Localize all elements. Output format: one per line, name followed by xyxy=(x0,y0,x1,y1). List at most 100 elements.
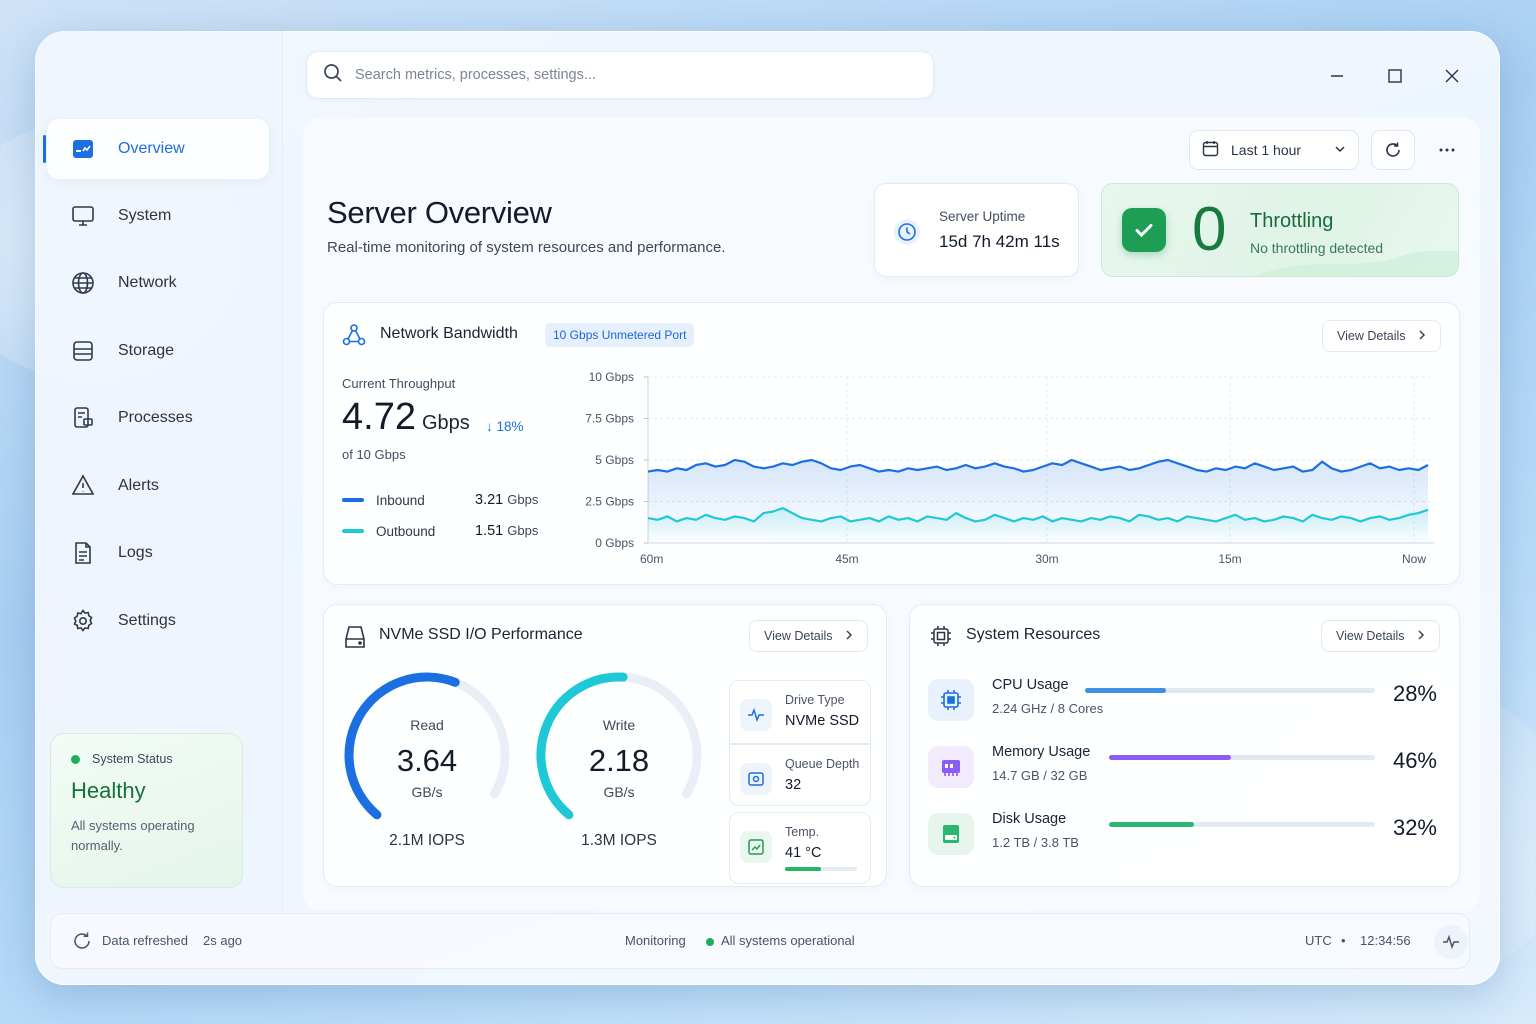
refresh-icon xyxy=(1386,142,1400,157)
disk-usage-row: Disk Usage 1.2 TB / 3.8 TB 32% xyxy=(928,809,1443,865)
cpu-usage-percent: 28% xyxy=(1392,681,1437,706)
write-value: 2.18 xyxy=(588,743,650,778)
disk-usage-bar xyxy=(1109,822,1375,827)
view-details-label: View Details xyxy=(764,629,833,643)
bell-icon xyxy=(71,474,95,498)
throughput-value: 4.72 xyxy=(342,396,416,438)
ssd-view-details-button[interactable]: View Details xyxy=(749,620,868,652)
cpu-usage-label: CPU Usage xyxy=(992,677,1069,693)
sidebar-item-logs[interactable]: Logs xyxy=(47,523,269,583)
view-details-label: View Details xyxy=(1337,329,1406,343)
sidebar-item-label: Storage xyxy=(118,342,175,359)
chevron-right-icon xyxy=(845,629,853,643)
read-unit: GB/s xyxy=(411,784,443,800)
dashboard-icon xyxy=(71,137,95,161)
inbound-value: 3.21 xyxy=(475,492,504,508)
maximize-button[interactable] xyxy=(1380,61,1410,91)
maximize-icon xyxy=(1388,69,1402,83)
status-dot xyxy=(71,754,80,764)
disk-icon xyxy=(928,813,974,855)
legend-outbound: Outbound 1.51 Gbps xyxy=(342,521,542,541)
drive-type-label: Drive Type xyxy=(785,693,845,707)
write-gauge xyxy=(536,672,702,820)
temperature-icon xyxy=(740,831,772,863)
resources-title: System Resources xyxy=(966,626,1101,643)
resources-view-details-button[interactable]: View Details xyxy=(1321,620,1440,652)
temperature-tile: Temp. 41 °C xyxy=(729,812,871,884)
x-tick-label: 30m xyxy=(1035,552,1058,566)
main-panel: Last 1 hour Server Overview Real-time mo… xyxy=(303,117,1480,911)
clock-icon xyxy=(893,218,921,251)
queue-icon xyxy=(740,763,772,795)
app-window: Overview System Network Storage Processe… xyxy=(35,31,1500,985)
status-footer: Data refreshed 2s ago Monitoring All sys… xyxy=(50,913,1470,969)
ssd-drive-icon xyxy=(344,625,366,654)
sidebar-item-alerts[interactable]: Alerts xyxy=(47,456,269,516)
more-options-button[interactable] xyxy=(1425,130,1469,170)
processes-icon xyxy=(71,406,95,430)
memory-usage-percent: 46% xyxy=(1392,748,1437,773)
activity-icon xyxy=(740,699,772,731)
chip-icon xyxy=(930,625,952,652)
network-nodes-icon xyxy=(342,323,366,352)
close-button[interactable] xyxy=(1437,61,1467,91)
outbound-value: 1.51 xyxy=(475,523,504,539)
sidebar-item-label: Logs xyxy=(118,544,153,561)
temperature-bar xyxy=(785,867,857,871)
outbound-label: Outbound xyxy=(376,523,436,539)
disk-usage-bar-fill xyxy=(1109,822,1195,827)
temperature-bar-fill xyxy=(785,867,821,871)
throughput-delta-value: 18% xyxy=(496,419,524,434)
document-icon xyxy=(71,541,95,565)
sidebar-item-storage[interactable]: Storage xyxy=(47,321,269,381)
timezone-label: UTC xyxy=(1305,933,1332,948)
sidebar-item-network[interactable]: Network xyxy=(47,253,269,313)
x-tick-label: Now xyxy=(1402,552,1426,566)
legend-inbound: Inbound 3.21 Gbps xyxy=(342,490,542,510)
sidebar-item-system[interactable]: System xyxy=(47,186,269,246)
arrow-down-icon: ↓ xyxy=(486,419,493,434)
time-range-label: Last 1 hour xyxy=(1231,142,1302,158)
sidebar-item-processes[interactable]: Processes xyxy=(47,388,269,448)
gear-icon xyxy=(71,609,95,633)
time-range-select[interactable]: Last 1 hour xyxy=(1189,130,1359,170)
monitor-icon xyxy=(71,204,95,228)
y-tick-label: 7.5 Gbps xyxy=(585,412,634,426)
sidebar-item-label: Settings xyxy=(118,612,176,629)
throttling-card: 0 Throttling No throttling detected xyxy=(1101,183,1459,277)
throughput-delta: ↓ 18% xyxy=(486,419,524,434)
series-line-outbound xyxy=(647,507,1429,523)
system-status-title: Healthy xyxy=(71,778,146,803)
monitoring-label: Monitoring xyxy=(625,933,686,948)
sidebar-item-settings[interactable]: Settings xyxy=(47,591,269,651)
queue-depth-label: Queue Depth xyxy=(785,757,860,771)
throughput-label: Current Throughput xyxy=(342,376,456,391)
x-tick-label: 15m xyxy=(1218,552,1241,566)
memory-icon xyxy=(928,746,974,788)
chevron-right-icon xyxy=(1417,629,1425,643)
bandwidth-view-details-button[interactable]: View Details xyxy=(1322,320,1441,352)
throttle-title: Throttling xyxy=(1250,210,1334,232)
memory-usage-bar-fill xyxy=(1109,755,1232,760)
sidebar-item-overview[interactable]: Overview xyxy=(43,119,269,179)
search-input[interactable] xyxy=(355,67,875,83)
minimize-button[interactable] xyxy=(1322,61,1352,91)
ssd-title: NVMe SSD I/O Performance xyxy=(379,626,583,643)
search-bar xyxy=(306,51,934,99)
queue-depth-tile: Queue Depth 32 xyxy=(729,744,871,806)
read-label: Read xyxy=(410,717,444,733)
close-icon xyxy=(1445,69,1459,83)
y-tick-label: 5 Gbps xyxy=(595,453,634,467)
outbound-value-group: 1.51 Gbps xyxy=(475,523,538,539)
chevron-down-icon xyxy=(1334,142,1346,158)
activity-monitor-button[interactable] xyxy=(1434,925,1468,959)
throttle-wave-decoration xyxy=(1256,250,1458,276)
x-tick-label: 60m xyxy=(640,552,663,566)
cpu-usage-detail: 2.24 GHz / 8 Cores xyxy=(992,701,1104,716)
refreshed-ago: 2s ago xyxy=(203,933,243,948)
read-value: 3.64 xyxy=(396,743,458,778)
refresh-button[interactable] xyxy=(1371,130,1415,170)
sidebar-item-label: Processes xyxy=(118,409,193,426)
queue-depth-value: 32 xyxy=(785,777,802,793)
read-gauge xyxy=(344,672,510,820)
